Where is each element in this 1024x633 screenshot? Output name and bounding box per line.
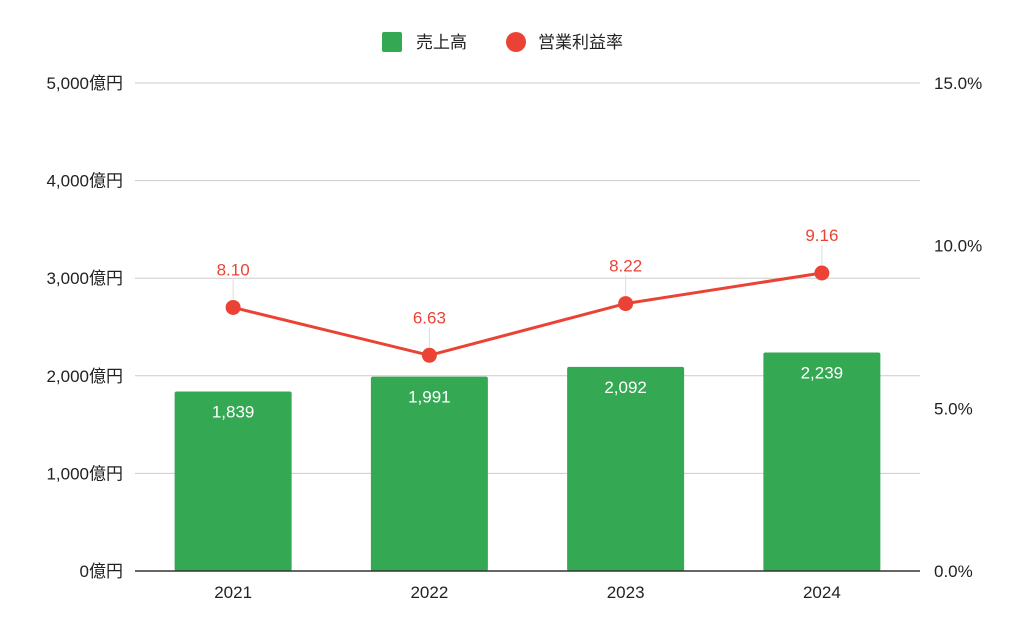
line-series-margin: 8.10 6.63 8.22 9.16 <box>217 226 838 363</box>
y-left-tick-label: 0億円 <box>80 562 123 581</box>
line-point <box>225 299 241 315</box>
bar-series-sales: 1,839 1,991 2,092 2,239 <box>174 352 881 571</box>
point-value-label: 6.63 <box>413 308 446 327</box>
y-right-tick-label: 0.0% <box>934 562 973 581</box>
y-axis-left: 0億円 1,000億円 2,000億円 3,000億円 4,000億円 5,000億円 <box>46 74 123 581</box>
legend-swatch-sales <box>382 32 402 52</box>
x-tick-label: 2022 <box>410 583 448 602</box>
bar-value-label: 2,239 <box>801 363 844 382</box>
y-right-tick-label: 10.0% <box>934 237 982 256</box>
point-value-label: 8.10 <box>217 260 250 279</box>
x-axis: 2021 2022 2023 2024 <box>214 583 841 602</box>
bar <box>174 391 292 571</box>
y-left-tick-label: 5,000億円 <box>46 74 123 93</box>
y-right-tick-label: 5.0% <box>934 399 973 418</box>
x-tick-label: 2021 <box>214 583 252 602</box>
line-point <box>618 296 634 312</box>
margin-line <box>231 271 824 357</box>
legend: 売上高 営業利益率 <box>382 32 623 52</box>
legend-label-margin: 営業利益率 <box>538 33 623 52</box>
point-value-label: 9.16 <box>805 226 838 245</box>
bar-value-label: 1,991 <box>408 388 451 407</box>
line-point <box>421 347 437 363</box>
y-left-tick-label: 4,000億円 <box>46 172 123 191</box>
y-left-tick-label: 2,000億円 <box>46 367 123 386</box>
point-value-label: 8.22 <box>609 257 642 276</box>
bar <box>567 366 685 571</box>
y-left-tick-label: 1,000億円 <box>46 464 123 483</box>
bar-value-label: 2,092 <box>604 378 647 397</box>
y-left-tick-label: 3,000億円 <box>46 269 123 288</box>
y-right-tick-label: 15.0% <box>934 74 982 93</box>
line-point <box>814 265 830 281</box>
bar-value-label: 1,839 <box>212 403 255 422</box>
x-tick-label: 2023 <box>607 583 645 602</box>
bar <box>763 352 881 571</box>
bar <box>370 376 488 571</box>
y-axis-right: 0.0% 5.0% 10.0% 15.0% <box>934 74 982 581</box>
legend-swatch-margin <box>506 32 526 52</box>
x-tick-label: 2024 <box>803 583 841 602</box>
legend-label-sales: 売上高 <box>416 33 467 52</box>
